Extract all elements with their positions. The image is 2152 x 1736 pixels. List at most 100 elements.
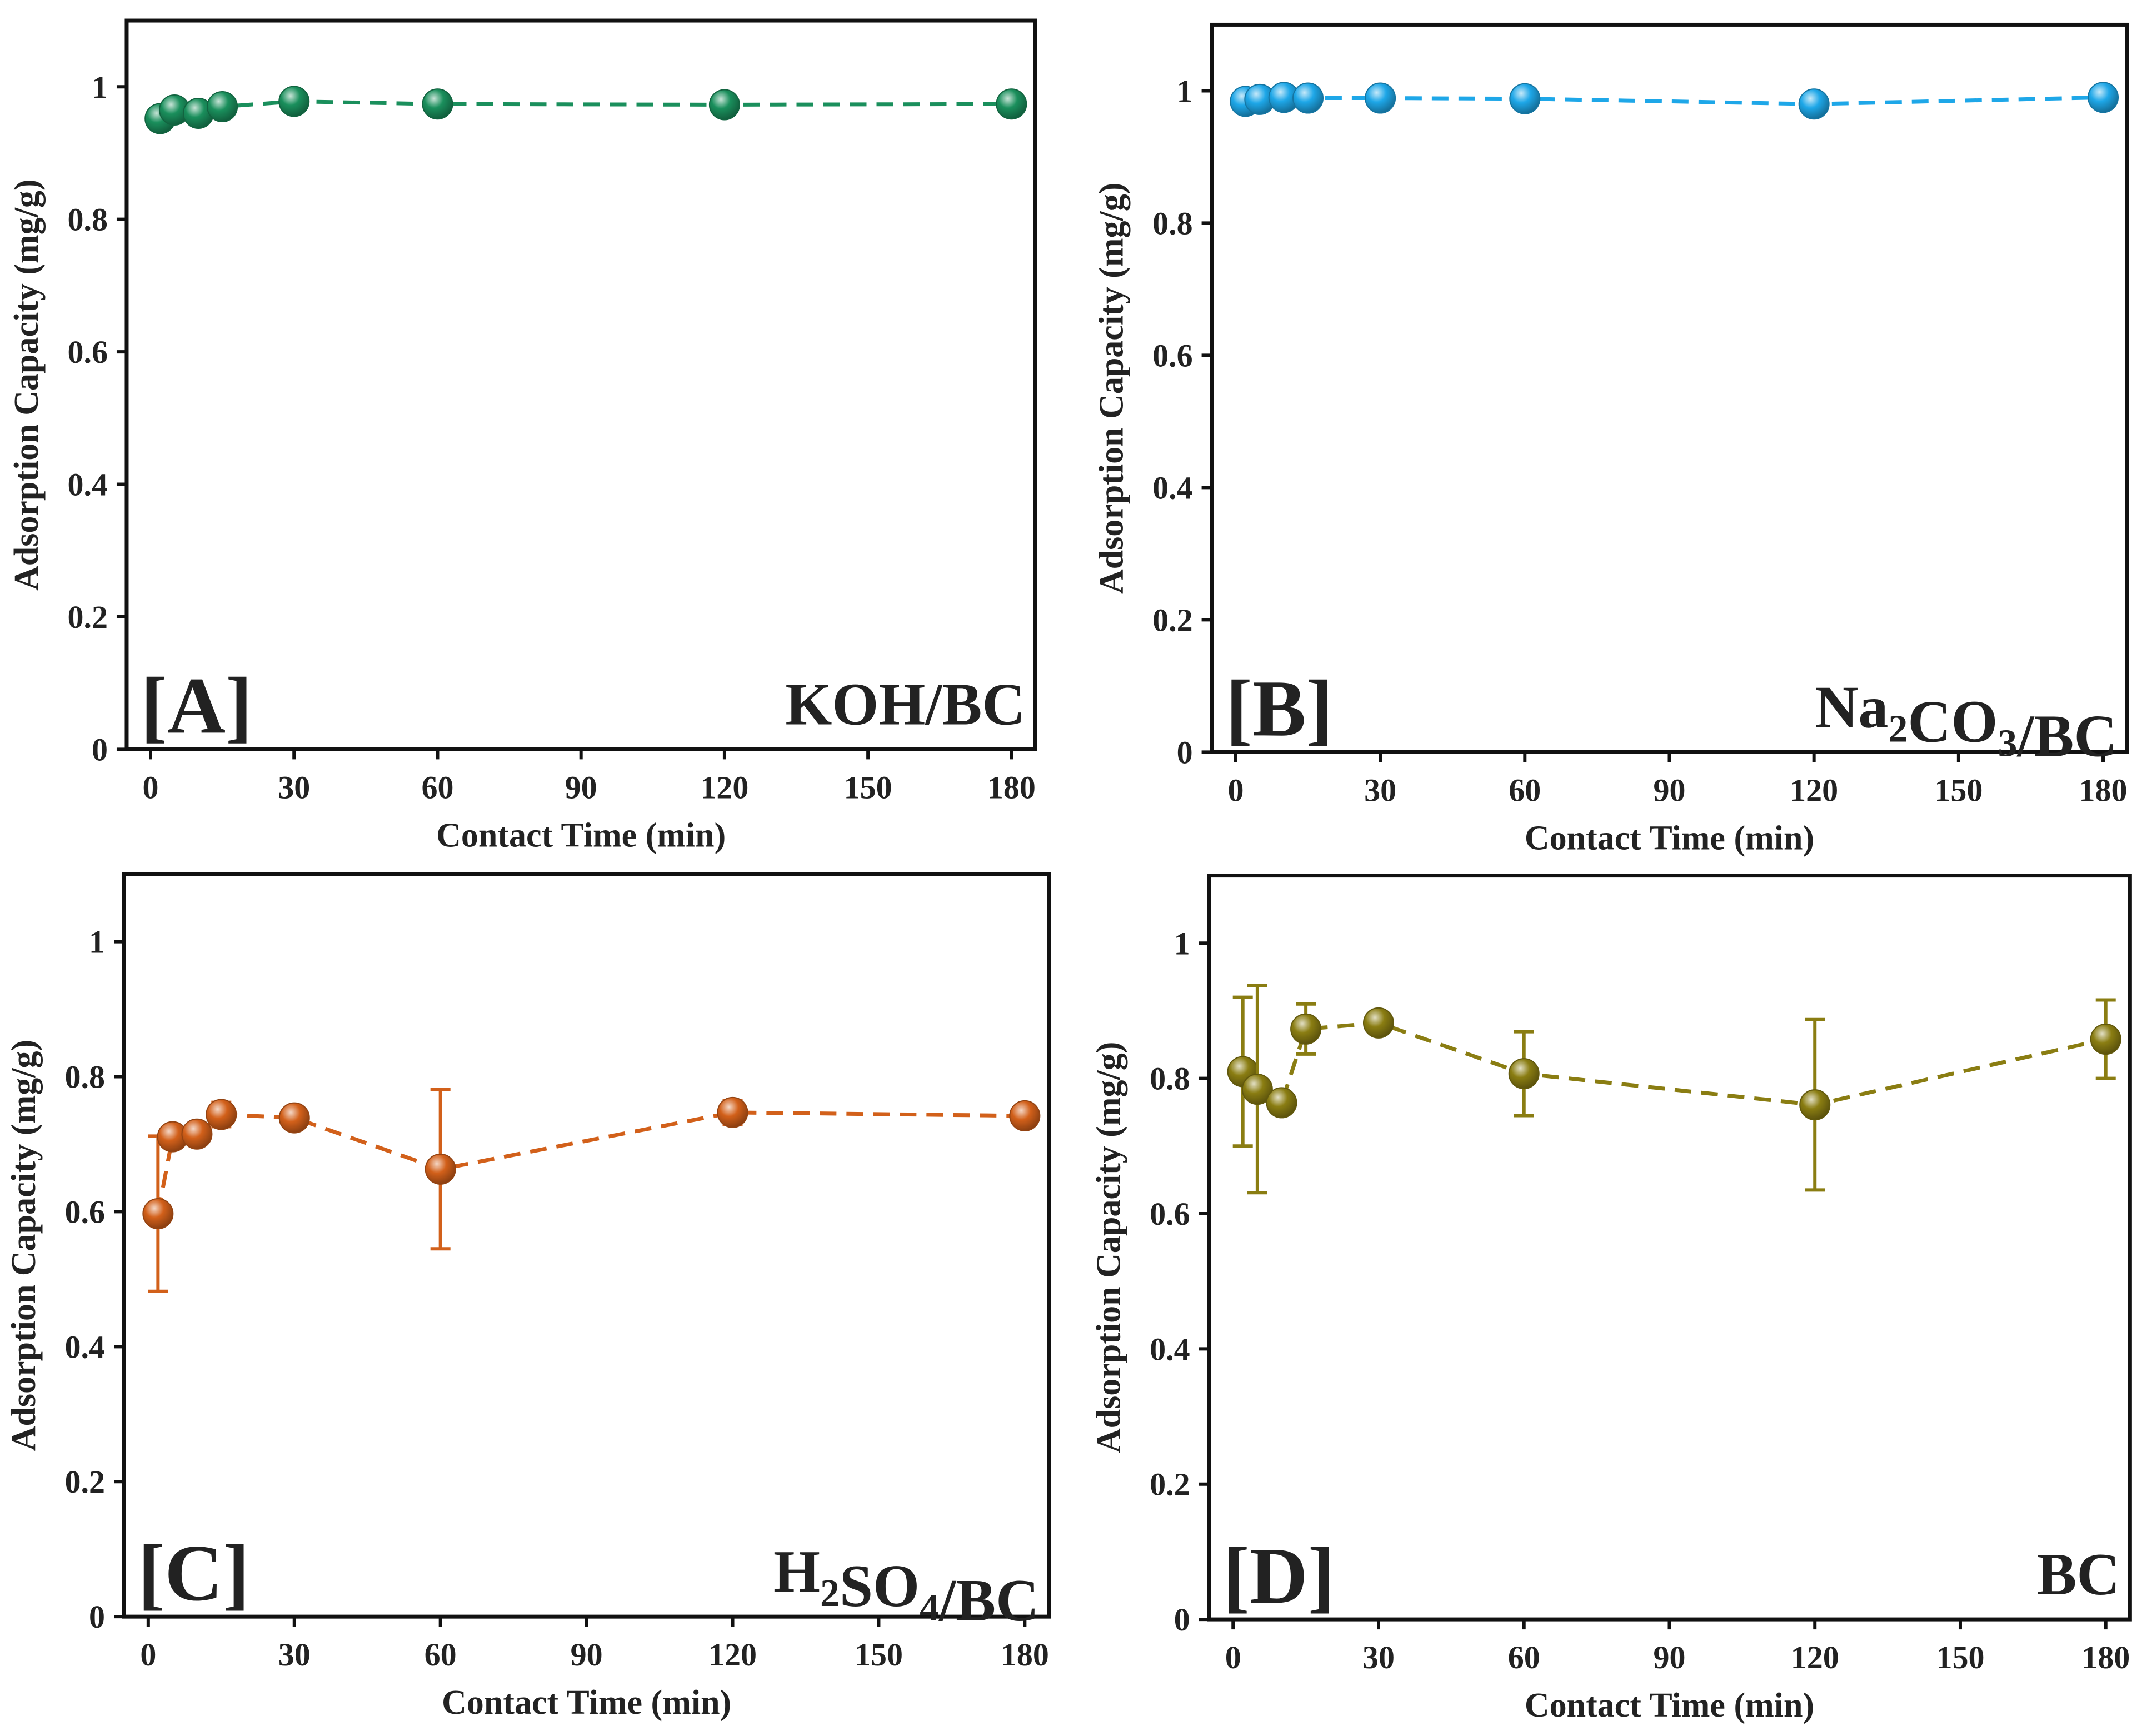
data-point [1241,1074,1273,1105]
chart-panel-c: 0 0.2 0.4 0.6 0.8 1 0 30 60 90 120 150 180 Contact Ti… [5,872,1051,1722]
y-tick-label: 0.4 [1152,470,1193,506]
material-label: Na2CO3/BC [1815,674,2117,769]
x-tick-label: 120 [708,1637,757,1673]
plot-frame [124,18,1037,751]
data-point [1509,83,1541,114]
data-point [2090,1024,2121,1055]
y-tick-label: 0.4 [65,1329,106,1365]
material-text: Na [1815,674,1888,740]
data-point [1799,1089,1831,1121]
x-tick-label: 180 [987,769,1036,805]
x-tick-label: 150 [1936,1639,1984,1675]
data-point [278,1102,310,1134]
material-text: H [773,1539,820,1605]
x-axis-title: Contact Time (min) [1525,819,1814,857]
data-point [996,88,1027,120]
data-point [278,86,310,117]
y-tick-label: 0.6 [1150,1196,1190,1232]
material-text: SO [840,1553,920,1619]
x-tick-label: 120 [1791,1639,1839,1675]
panel-tag: [A] [141,661,252,750]
x-tick-label: 30 [1362,1639,1395,1675]
material-text: BC [2036,1542,2120,1608]
x-tick-label: 120 [1790,772,1838,808]
x-tick-label: 60 [421,769,453,805]
material-text: /BC [938,1568,1039,1634]
x-tick-label: 60 [425,1637,457,1673]
x-tick-label: 0 [140,1637,156,1673]
data-point [422,88,453,120]
x-tick-label: 150 [844,769,892,805]
y-axis-title: Adsorption Capacity (mg/g) [8,179,46,591]
x-tick-label: 180 [2081,1639,2130,1675]
data-point [1508,1058,1540,1090]
x-tick-label: 0 [1225,1639,1241,1675]
plot-frame [1210,22,2129,754]
panel-tag: [B] [1226,664,1333,753]
x-tick-label: 30 [278,1637,311,1673]
x-tick-label: 0 [143,769,159,805]
data-point [1365,82,1396,114]
material-text: CO [1908,689,1998,755]
material-subscript: 3 [1998,722,2017,765]
y-tick-label: 0.6 [1152,337,1193,373]
x-tick-label: 90 [1653,772,1685,808]
x-axis-title: Contact Time (min) [436,816,726,854]
x-tick-label: 60 [1509,772,1541,808]
x-axis-title: Contact Time (min) [1525,1687,1814,1724]
x-tick-label: 90 [571,1637,603,1673]
y-tick-label: 0 [1177,734,1193,770]
y-tick-label: 0.2 [1152,602,1193,638]
x-tick-label: 90 [1653,1639,1685,1675]
data-point [1290,1013,1322,1045]
data-point [708,89,740,121]
material-text: /BC [2016,703,2117,769]
material-subscript: 2 [820,1572,840,1615]
material-text: KOH/BC [785,671,1025,737]
y-tick-label: 1 [1177,73,1193,109]
y-tick-label: 0.4 [67,467,108,503]
y-tick-label: 0.8 [1152,205,1193,241]
x-tick-label: 180 [1001,1637,1049,1673]
data-point [1266,1087,1297,1119]
data-point [181,1118,213,1150]
x-tick-label: 150 [1934,772,1983,808]
y-axis-title: Adsorption Capacity (mg/g) [5,1040,43,1451]
data-point [1362,1007,1394,1039]
material-label: BC [2036,1542,2120,1608]
y-tick-label: 0.8 [67,202,108,238]
x-tick-label: 0 [1227,772,1244,808]
material-label: H2SO4/BC [773,1539,1039,1634]
data-point [1798,88,1830,120]
x-tick-label: 150 [855,1637,903,1673]
chart-panel-b: 0 0.2 0.4 0.6 0.8 1 0 30 60 90 120 150 180 Contact Ti… [1093,22,2129,857]
series-line [1245,95,2104,106]
y-tick-label: 0 [1174,1602,1190,1638]
data-point [1009,1100,1041,1131]
data-point [206,1099,237,1130]
y-axis-title: Adsorption Capacity (mg/g) [1093,183,1131,595]
x-tick-label: 30 [1364,772,1396,808]
chart-panel-d: 0 0.2 0.4 0.6 0.8 1 0 30 60 90 120 150 180 Contact Ti… [1090,874,2132,1724]
x-tick-label: 120 [700,769,748,805]
y-tick-label: 0.8 [65,1059,106,1095]
x-tick-label: 180 [2079,772,2128,808]
data-point [207,91,238,123]
y-tick-label: 0.2 [1150,1466,1190,1503]
y-tick-label: 0.6 [65,1194,106,1230]
y-tick-label: 1 [92,69,108,105]
x-axis-title: Contact Time (min) [442,1684,731,1722]
y-tick-label: 0 [92,731,108,767]
plot-frame [1207,874,2132,1622]
data-point [425,1153,456,1185]
y-tick-label: 0.8 [1150,1061,1190,1097]
y-tick-label: 0.6 [67,334,108,370]
series-line [159,99,1012,121]
x-tick-label: 30 [278,769,310,805]
data-point [1292,82,1324,114]
data-point [2088,82,2119,113]
y-tick-label: 0 [89,1599,105,1635]
y-axis-title: Adsorption Capacity (mg/g) [1090,1042,1128,1454]
plot-frame [122,872,1051,1619]
